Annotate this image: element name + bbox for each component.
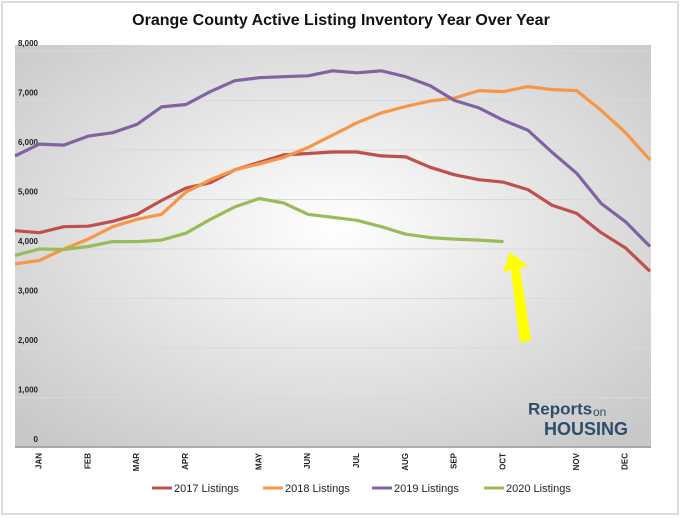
series-line (14, 150, 652, 273)
series-line (14, 196, 504, 257)
legend-item: 2017 Listings (152, 483, 239, 495)
x-tick-label: APR (181, 453, 190, 470)
x-tick-label: DEC (621, 453, 630, 470)
logo-text: Reports (528, 399, 592, 418)
x-tick-label: OCT (499, 453, 508, 470)
legend-item: 2018 Listings (263, 483, 350, 495)
legend-label: 2019 Listings (394, 483, 459, 495)
x-tick-label: MAY (254, 452, 263, 470)
x-tick-label: JUN (303, 453, 312, 469)
legend-item: 2020 Listings (484, 483, 571, 495)
legend-label: 2020 Listings (506, 483, 571, 495)
y-tick-label: 6,000 (18, 138, 39, 147)
logo-text: HOUSING (544, 419, 628, 439)
x-tick-label: MAR (132, 453, 141, 471)
y-tick-label: 3,000 (18, 287, 39, 296)
arrow (503, 252, 531, 343)
x-tick-label: SEP (450, 452, 459, 469)
legend-label: 2017 Listings (174, 483, 239, 495)
x-tick-label: AUG (401, 453, 410, 471)
y-tick-label: 4,000 (18, 237, 39, 246)
chart-title: Orange County Active Listing Inventory Y… (132, 12, 550, 29)
x-tick-label: NOV (572, 452, 581, 470)
series-line (14, 85, 652, 266)
y-tick-label: 2,000 (18, 336, 39, 345)
y-tick-label: 1,000 (18, 386, 39, 395)
x-tick-label: FEB (83, 453, 92, 469)
legend-label: 2018 Listings (285, 483, 350, 495)
legend-item: 2019 Listings (372, 483, 459, 495)
logo: Reports on HOUSING (528, 399, 628, 438)
y-tick-label: 8,000 (18, 39, 39, 48)
x-tick-label: JUL (352, 453, 361, 468)
logo-text: on (593, 405, 606, 419)
series-line (14, 69, 652, 248)
x-tick-label: JAN (35, 453, 44, 469)
y-tick-label: 0 (34, 435, 39, 444)
y-tick-label: 5,000 (18, 188, 39, 197)
y-tick-label: 7,000 (18, 89, 39, 98)
plot-area (15, 45, 651, 448)
